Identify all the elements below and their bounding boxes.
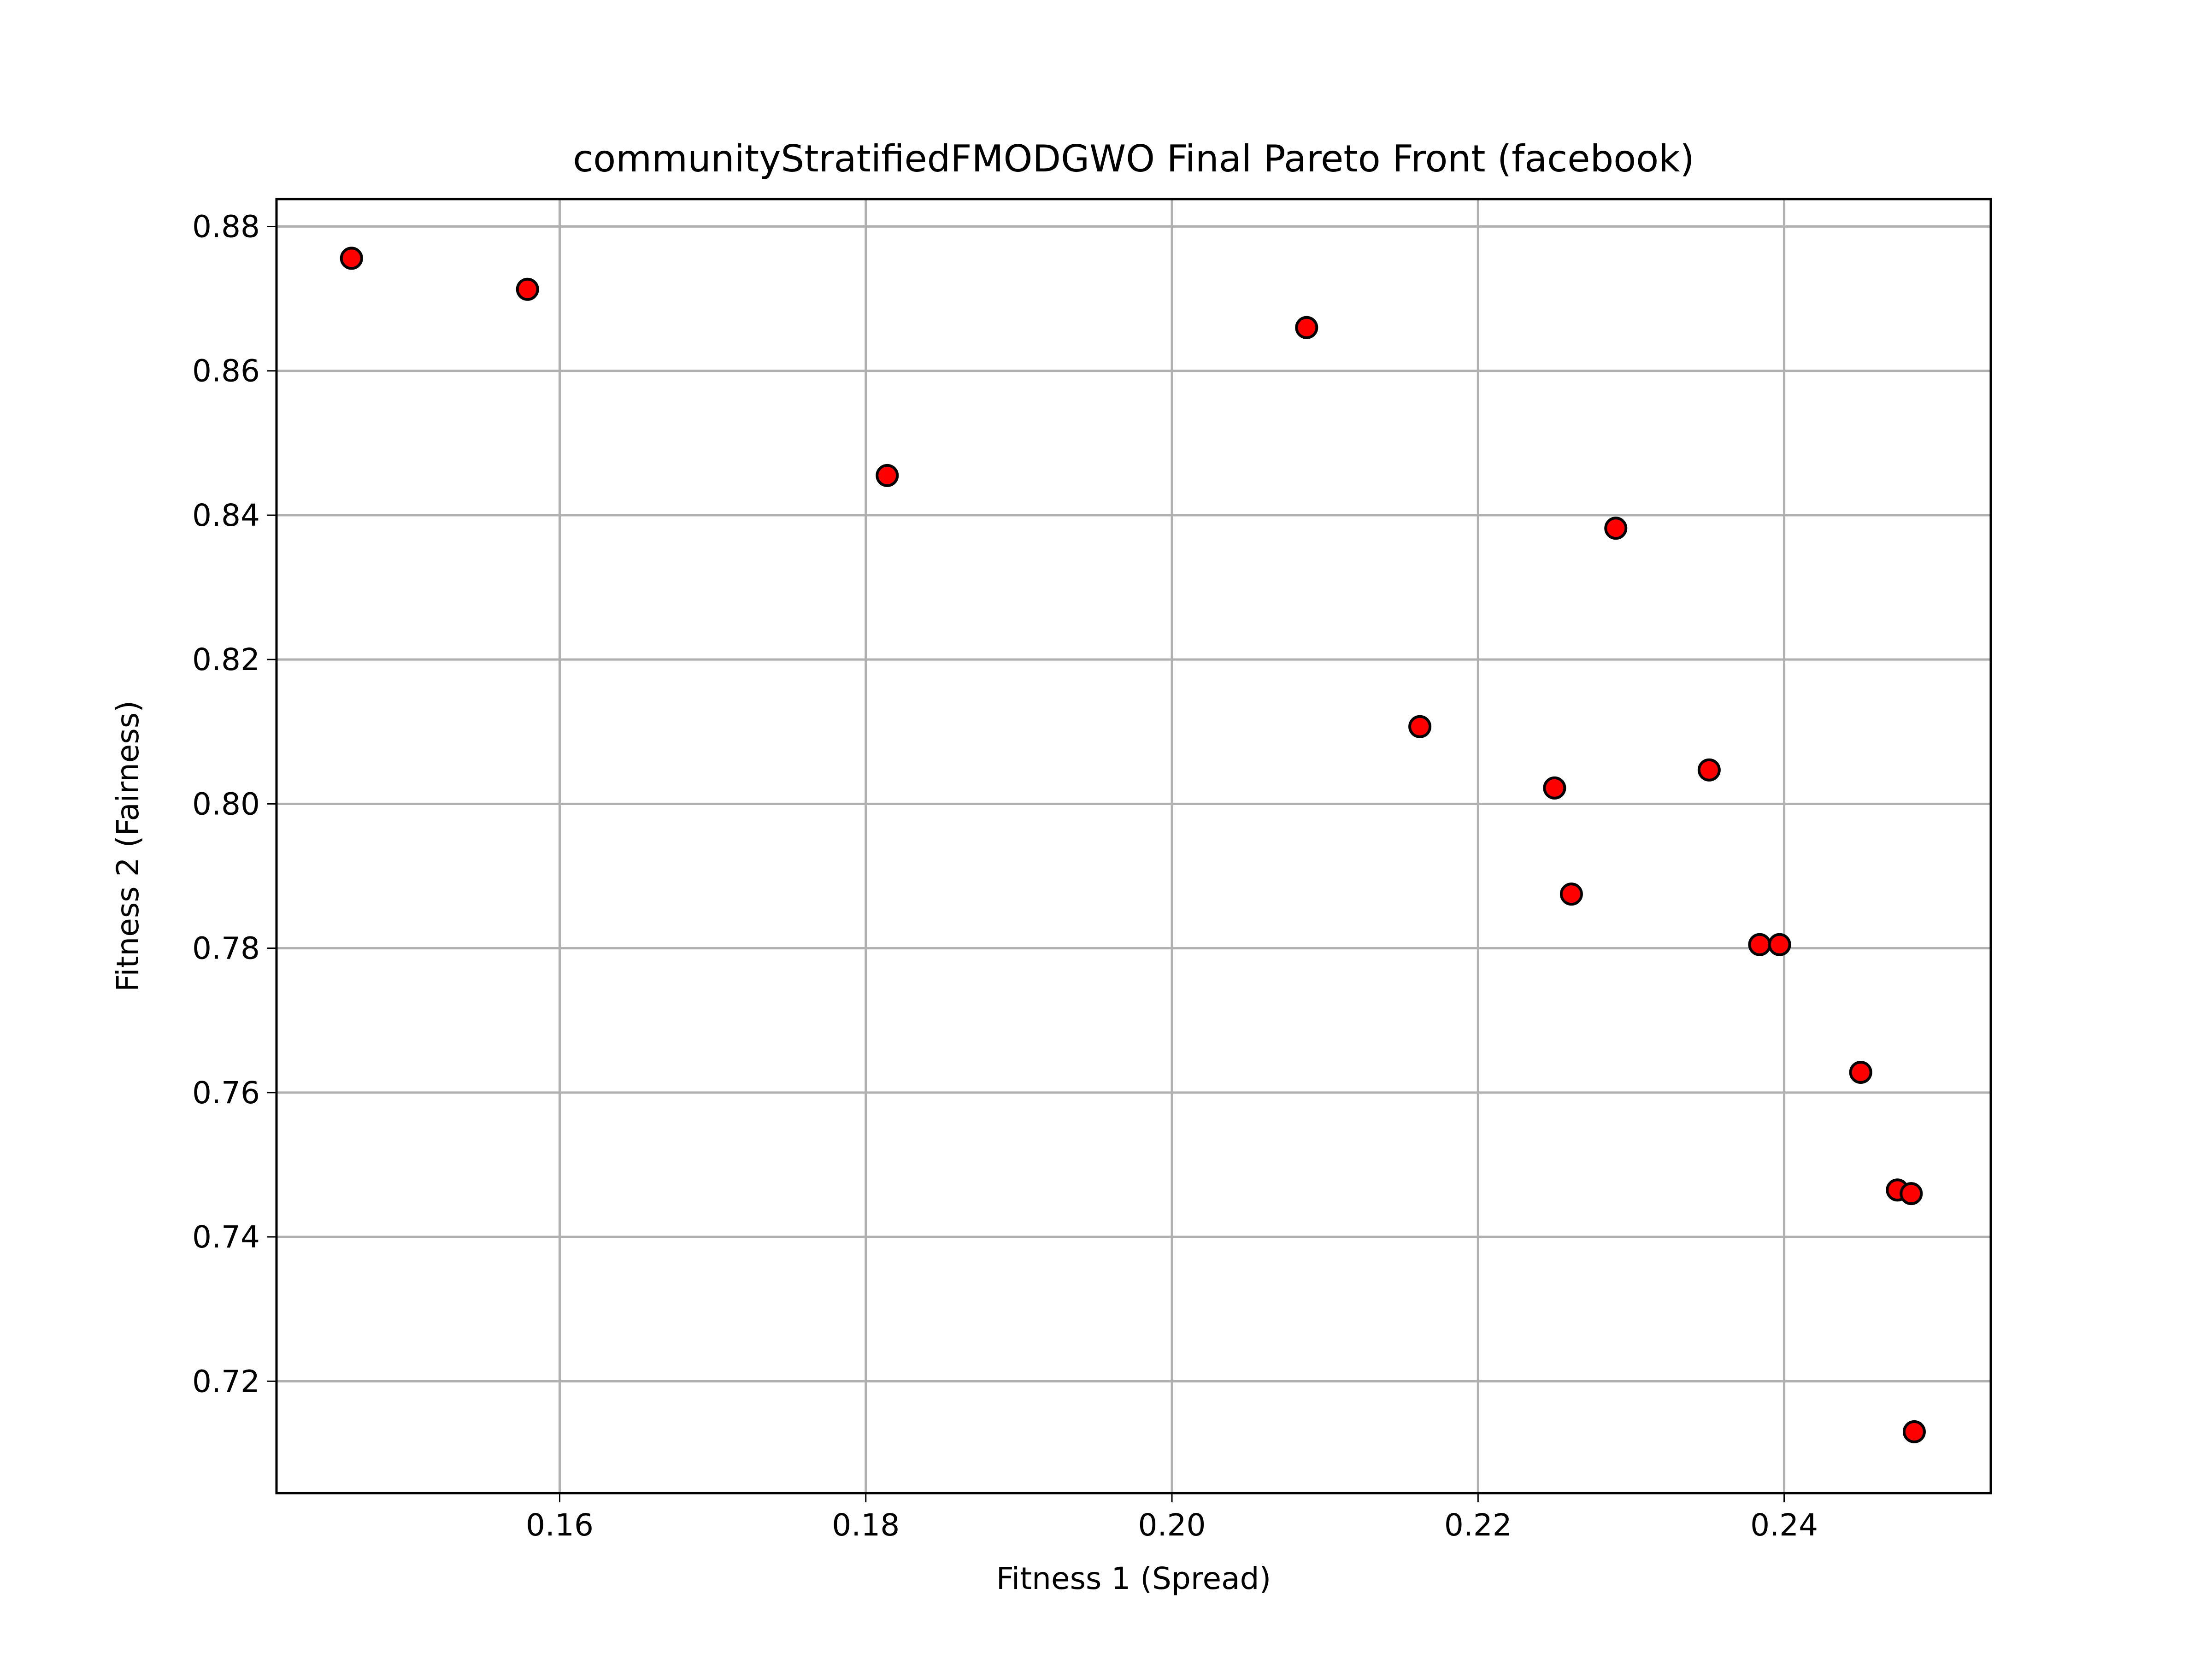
axis-ticks: 0.16 0.18 0.20 0.22 0.24 0.72 0.74 0.76 0.78 0.80… <box>192 209 1818 1543</box>
x-tick-label: 0.20 <box>1138 1507 1206 1543</box>
y-tick-label: 0.86 <box>192 353 260 389</box>
grid <box>276 199 1991 1493</box>
data-point <box>1559 882 1583 906</box>
x-tick-label: 0.16 <box>526 1507 594 1543</box>
data-point <box>1902 1420 1926 1443</box>
y-tick-label: 0.84 <box>192 498 260 533</box>
y-tick-label: 0.82 <box>192 642 260 677</box>
data-point <box>1604 517 1628 540</box>
data-point <box>1408 715 1432 738</box>
y-tick-label: 0.76 <box>192 1075 260 1111</box>
y-tick-label: 0.78 <box>192 931 260 966</box>
data-point <box>340 247 363 270</box>
data-point <box>1697 758 1721 782</box>
y-tick-label: 0.80 <box>192 786 260 822</box>
data-point <box>1849 1060 1872 1084</box>
x-tick-label: 0.24 <box>1750 1507 1818 1543</box>
data-point <box>876 464 899 487</box>
data-point <box>1768 933 1791 956</box>
data-point <box>1543 776 1566 800</box>
x-axis-label: Fitness 1 (Spread) <box>996 1561 1271 1596</box>
data-points <box>340 247 1926 1443</box>
chart-title: communityStratifiedFMODGWO Final Pareto … <box>573 137 1694 180</box>
data-point <box>1748 933 1771 956</box>
data-point <box>516 277 539 301</box>
plot-frame <box>275 198 1992 1494</box>
data-point <box>1900 1182 1923 1206</box>
y-axis-label: Fitness 2 (Fairness) <box>110 700 146 992</box>
x-tick-label: 0.22 <box>1444 1507 1512 1543</box>
data-point <box>1295 316 1318 339</box>
y-tick-label: 0.72 <box>192 1364 260 1399</box>
y-tick-label: 0.74 <box>192 1219 260 1255</box>
y-tick-label: 0.88 <box>192 209 260 245</box>
x-tick-label: 0.18 <box>832 1507 900 1543</box>
